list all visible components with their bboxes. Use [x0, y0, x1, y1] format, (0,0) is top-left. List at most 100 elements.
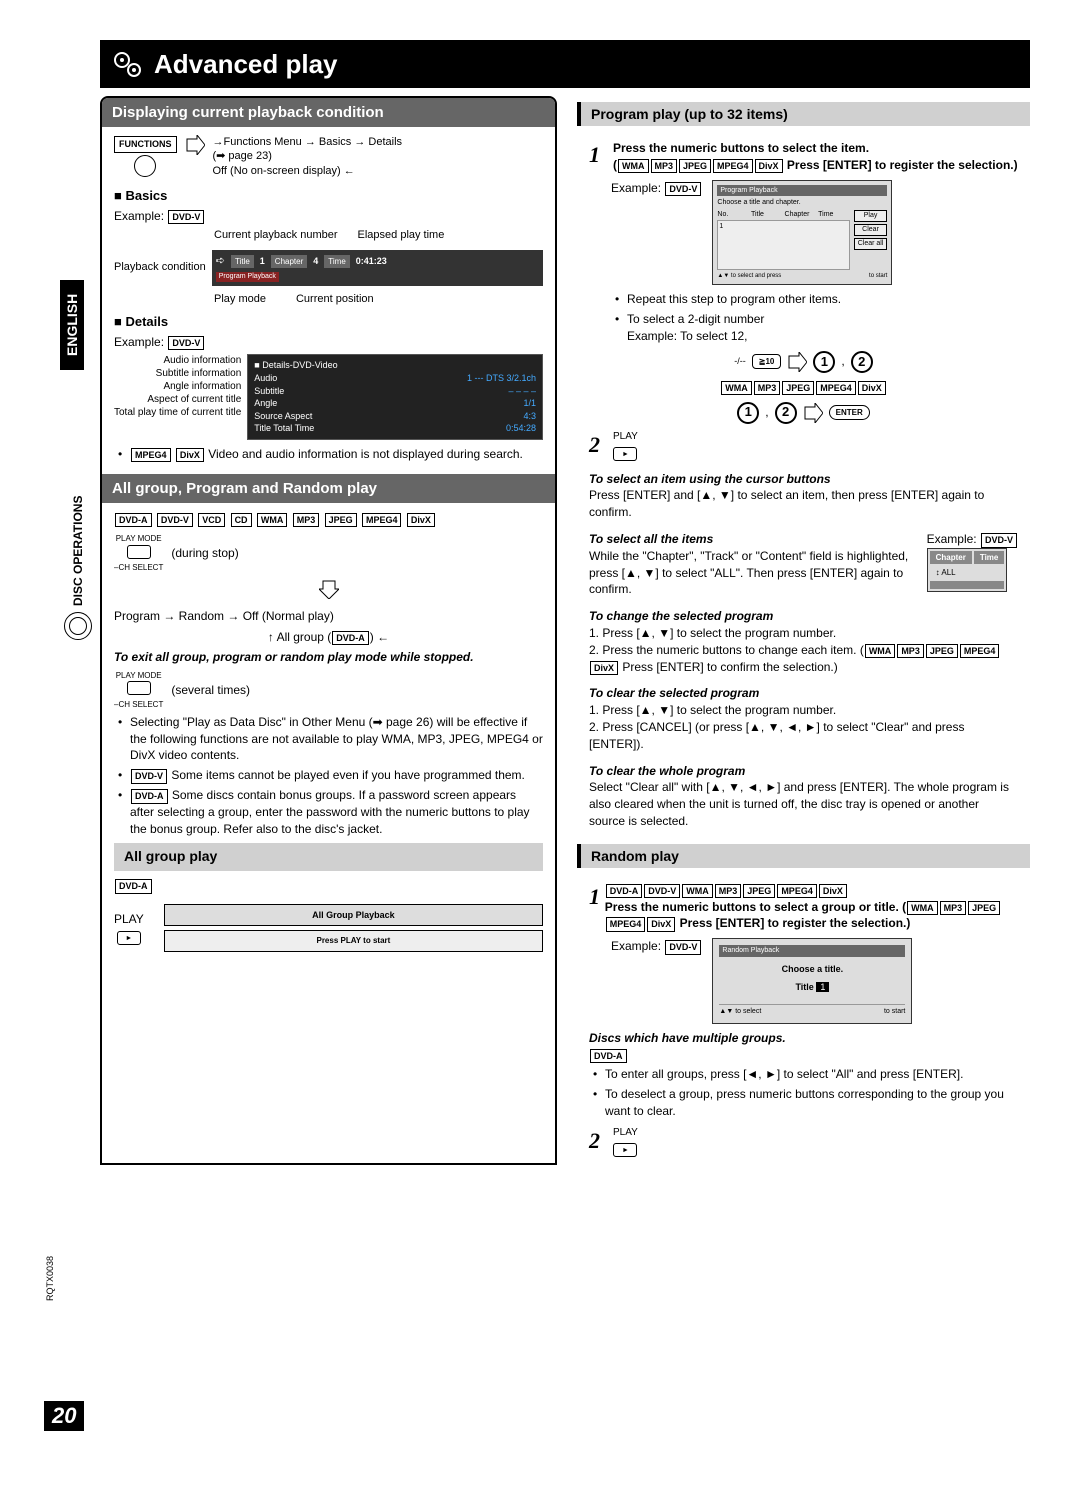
random-table: Random Playback Choose a title. Title 1 … [712, 938, 912, 1024]
arrow-icon [787, 352, 807, 372]
rand-title-n: 1 [816, 982, 829, 992]
step2-play: PLAY [613, 430, 638, 444]
clear-l1: 1. Press [▲, ▼] to select the program nu… [589, 702, 1018, 719]
playmode-label: PLAY MODE [114, 533, 163, 544]
enter-btn[interactable]: ENTER [829, 405, 870, 420]
prog-b2a: To select a 2-digit number [627, 312, 764, 326]
clear-head: To clear the selected program [589, 685, 1018, 702]
prog-example: Example: [611, 181, 661, 195]
fmt: DVD-V [157, 513, 193, 528]
row-total-l: Total play time of current title [114, 406, 241, 419]
functions-button[interactable] [134, 155, 156, 177]
prog-btn-clear[interactable]: Clear [854, 224, 888, 236]
fmt: MP3 [940, 901, 967, 916]
fmt: DVD-A [606, 884, 643, 899]
label-playmode: Play mode [214, 292, 266, 307]
page-ref: (➡ page 23) [213, 150, 272, 162]
fmt: JPEG [325, 513, 357, 528]
doc-code: RQTX0038 [45, 1256, 55, 1301]
fmt: WMA [257, 513, 288, 528]
disc-icon [64, 612, 92, 640]
rand-foot-l: ▲▼ to select [719, 1007, 761, 1017]
selectall-head: To select all the items [589, 531, 917, 548]
num-1[interactable]: 1 [813, 351, 835, 373]
col: No. [717, 210, 749, 220]
fmt: MPEG4 [777, 884, 817, 899]
prog-bullet-2: To select a 2-digit numberExample: To se… [615, 311, 1018, 345]
rand-title-l: Title [795, 982, 813, 992]
left-column: Displaying current playback condition FU… [100, 96, 557, 1165]
row-audio-v: 1 --- DTS 3/2.1ch [467, 372, 536, 385]
th1: Chapter [930, 551, 972, 564]
digit-notation-2: 1, 2 ENTER [589, 402, 1018, 424]
fmt: MPEG4 [362, 513, 402, 528]
rand-step1a: Press the numeric buttons to select a gr… [605, 900, 906, 914]
fmt-mpeg4: MPEG4 [131, 448, 171, 463]
play-button[interactable]: ► [117, 931, 141, 945]
rand-foot-r: to start [884, 1007, 905, 1017]
row-angle-l: Angle information [114, 380, 241, 393]
change-l2b: Press [ENTER] to confirm the selection.) [619, 660, 838, 674]
prog-btn-clearall[interactable]: Clear all [854, 238, 888, 250]
off-text: Off (No on-screen display) ← [213, 165, 355, 177]
tbl-foot-r: to start [869, 272, 887, 280]
label-position: Current position [296, 292, 374, 307]
fmt: DVD-V [665, 940, 701, 955]
osd-title-n: 1 [260, 255, 265, 268]
flow-text: →Functions Menu → Basics → Details [213, 136, 403, 148]
functions-label: FUNCTIONS [114, 136, 177, 153]
geq10-btn[interactable]: ≧10 [752, 354, 782, 369]
play-button-2[interactable]: ► [613, 447, 637, 461]
fmt: MP3 [754, 381, 781, 396]
change-l1: 1. Press [▲, ▼] to select the program nu… [589, 625, 1018, 642]
row-sub-r: Subtitle [254, 385, 284, 398]
fmt: VCD [198, 513, 225, 528]
row-total-r: Title Total Time [254, 422, 314, 435]
change-l2a: 2. Press the numeric buttons to change e… [589, 643, 864, 657]
fmt: DivX [858, 381, 886, 396]
label-elapsed: Elapsed play time [358, 228, 445, 243]
play-button-3[interactable]: ► [613, 1143, 637, 1157]
row-aspect-l: Aspect of current title [114, 393, 241, 406]
step-2: 2 [589, 430, 609, 461]
num-1b[interactable]: 1 [737, 402, 759, 424]
prog-btn-play[interactable]: Play [854, 210, 888, 222]
rand-step2-play: PLAY [613, 1126, 638, 1140]
right-column: Program play (up to 32 items) 1 Press th… [577, 96, 1030, 1165]
num-2b[interactable]: 2 [775, 402, 797, 424]
program-play-heading: Program play (up to 32 items) [577, 102, 1030, 126]
details-note: MPEG4 DivX Video and audio information i… [118, 446, 543, 463]
playmode-button-2[interactable] [127, 681, 151, 695]
fmt: DivX [647, 917, 675, 932]
format-list: DVD-A DVD-V VCD CD WMA MP3 JPEG MPEG4 Di… [114, 511, 543, 528]
fmt: DivX [407, 513, 435, 528]
th2: Time [974, 551, 1005, 564]
fmt: DVD-V [981, 533, 1017, 548]
row-aspect-v: 4:3 [523, 410, 536, 423]
col: Title [751, 210, 783, 220]
cursor-body: Press [ENTER] and [▲, ▼] to select an it… [589, 487, 1018, 521]
fmt: DVD-A [131, 789, 168, 804]
details-example: Example: [114, 335, 164, 349]
row-audio-l: Audio information [114, 354, 241, 367]
fmt: MPEG4 [606, 917, 646, 932]
during-stop: (during stop) [171, 545, 238, 562]
page-header: Advanced play [100, 40, 1030, 88]
num-2[interactable]: 2 [851, 351, 873, 373]
col: Chapter [785, 210, 817, 220]
bullet-2-text: Some items cannot be played even if you … [171, 768, 525, 782]
fmt-divx: DivX [176, 448, 204, 463]
fmt: JPEG [679, 159, 711, 174]
fmt: JPEG [968, 901, 1000, 916]
fmt: MP3 [651, 159, 678, 174]
fmt: WMA [682, 884, 713, 899]
fmt-dvda: DVD-A [332, 631, 369, 646]
basics-heading: Basics [114, 187, 543, 205]
bullet-2: DVD-V Some items cannot be played even i… [118, 767, 543, 784]
rand-step1b: Press [ENTER] to register the selection.… [676, 916, 910, 930]
rand-tbl-sub: Choose a title. [719, 963, 905, 976]
arrow-icon-2 [803, 403, 823, 423]
playmode-label-2: PLAY MODE [114, 670, 163, 681]
playmode-button[interactable] [127, 545, 151, 559]
prog-table-header: Program Playback [717, 185, 887, 197]
